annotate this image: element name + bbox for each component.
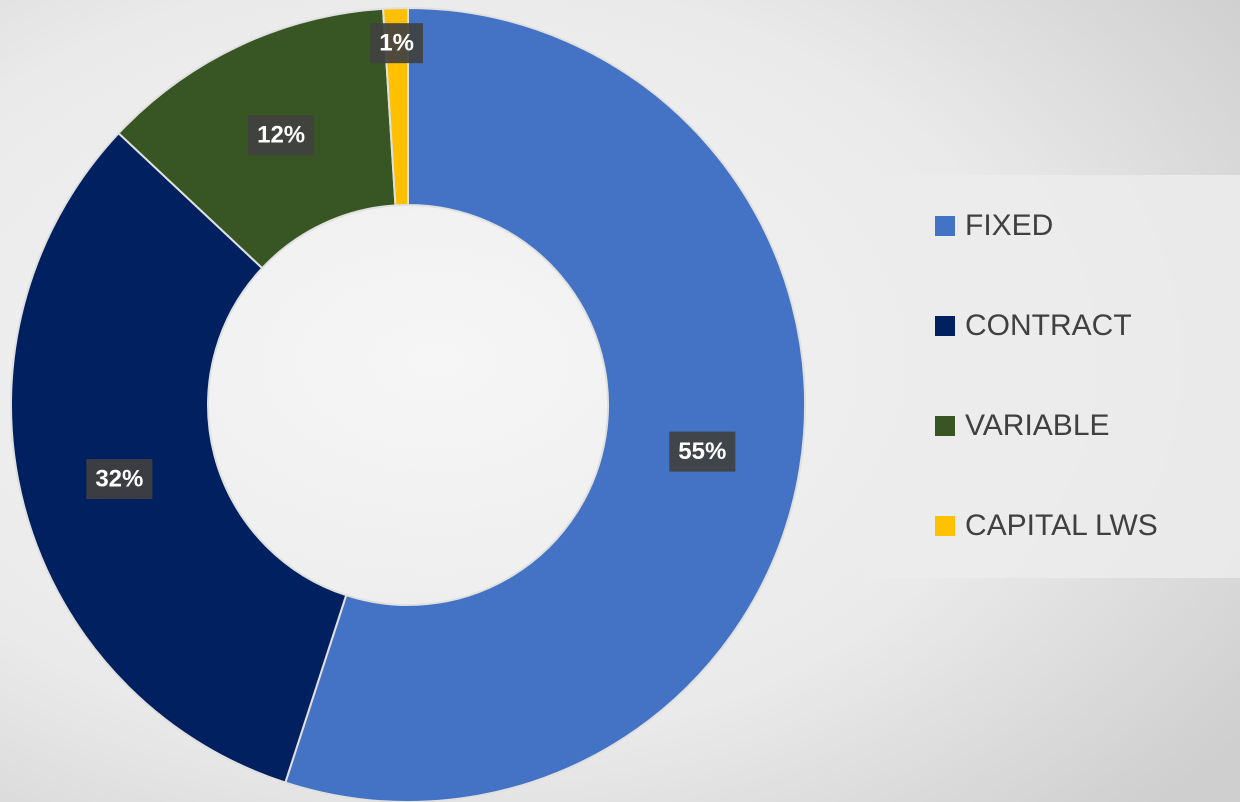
legend-swatch <box>935 516 955 536</box>
legend-label: CAPITAL LWS <box>965 509 1158 542</box>
value-label: 32% <box>95 465 143 492</box>
value-label: 12% <box>257 122 305 149</box>
legend-swatch <box>935 416 955 436</box>
value-label: 55% <box>678 438 726 465</box>
value-label-box <box>370 23 423 64</box>
legend-swatch <box>935 316 955 336</box>
value-label-box <box>86 459 153 500</box>
legend-swatch <box>935 216 955 236</box>
donut-slice <box>10 131 348 784</box>
value-label: 1% <box>379 30 414 57</box>
donut-slice <box>284 6 806 802</box>
legend-label: VARIABLE <box>965 409 1110 442</box>
value-label-box <box>248 115 315 156</box>
value-label-box <box>669 431 736 472</box>
legend-label: FIXED <box>965 209 1053 242</box>
legend-box <box>865 175 1240 578</box>
legend-label: CONTRACT <box>965 309 1132 342</box>
